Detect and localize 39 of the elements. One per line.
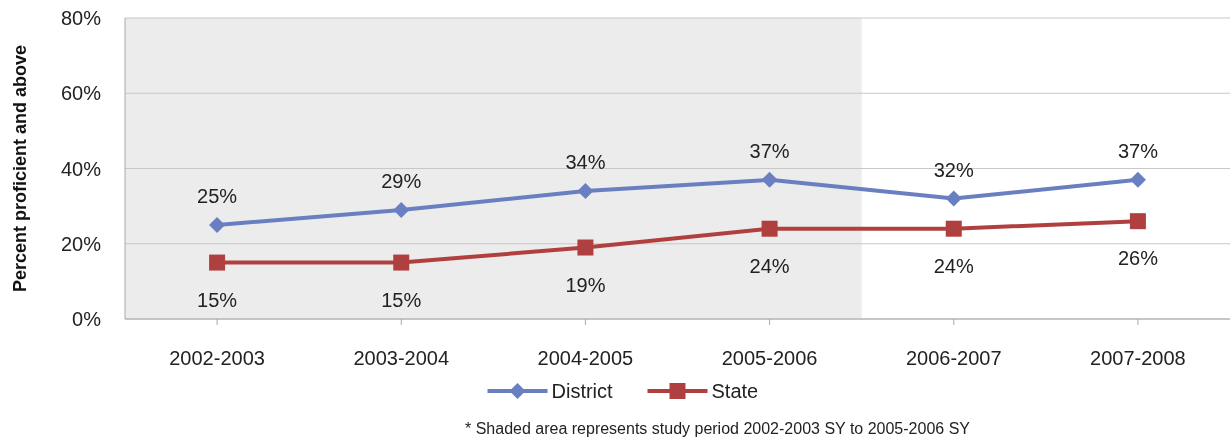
- point: [577, 239, 594, 256]
- x-tick-label: 2004-2005: [537, 347, 634, 369]
- y-tick-label: 20%: [60, 232, 102, 255]
- point: [393, 254, 410, 271]
- point: [209, 254, 226, 271]
- data-label: 26%: [1117, 247, 1159, 270]
- x-tick-label: 2007-2008: [1090, 347, 1186, 369]
- x-tick-label: 2006-2007: [905, 347, 1002, 369]
- text: * Shaded area represents study period 2002-2003 SY to 2005-2006 SY: [465, 420, 971, 437]
- data-label: 29%: [381, 169, 422, 192]
- y-axis-title: Percent proficient and above: [10, 44, 30, 293]
- point: [577, 183, 594, 200]
- x-tick-label: 2003-2004: [353, 347, 450, 369]
- point: [761, 171, 778, 188]
- data-label: 34%: [565, 151, 606, 174]
- data-label: 37%: [1117, 139, 1159, 162]
- y-tick-label: 60%: [60, 82, 102, 105]
- data-label: 24%: [933, 254, 974, 277]
- point: [945, 190, 962, 207]
- data-label: 24%: [749, 254, 790, 277]
- legend-label: District: [551, 380, 614, 402]
- point: [393, 201, 410, 218]
- x-tick-label: 2002-2003: [169, 347, 265, 369]
- data-label: 25%: [197, 184, 238, 207]
- point: [945, 220, 962, 237]
- data-label: 32%: [933, 158, 974, 181]
- point: [209, 216, 226, 233]
- y-tick-label: 0%: [72, 308, 102, 330]
- legend-label: State: [711, 380, 759, 402]
- y-tick-label: 40%: [60, 157, 102, 180]
- data-label: 19%: [565, 273, 606, 296]
- data-label: 15%: [197, 288, 238, 311]
- data-label: 37%: [749, 139, 790, 162]
- point: [1129, 213, 1146, 230]
- y-tick-label: 80%: [60, 7, 102, 29]
- data-label: 15%: [381, 288, 422, 311]
- x-tick-label: 2005-2006: [721, 347, 818, 369]
- point: [1129, 171, 1146, 188]
- point: [761, 220, 778, 237]
